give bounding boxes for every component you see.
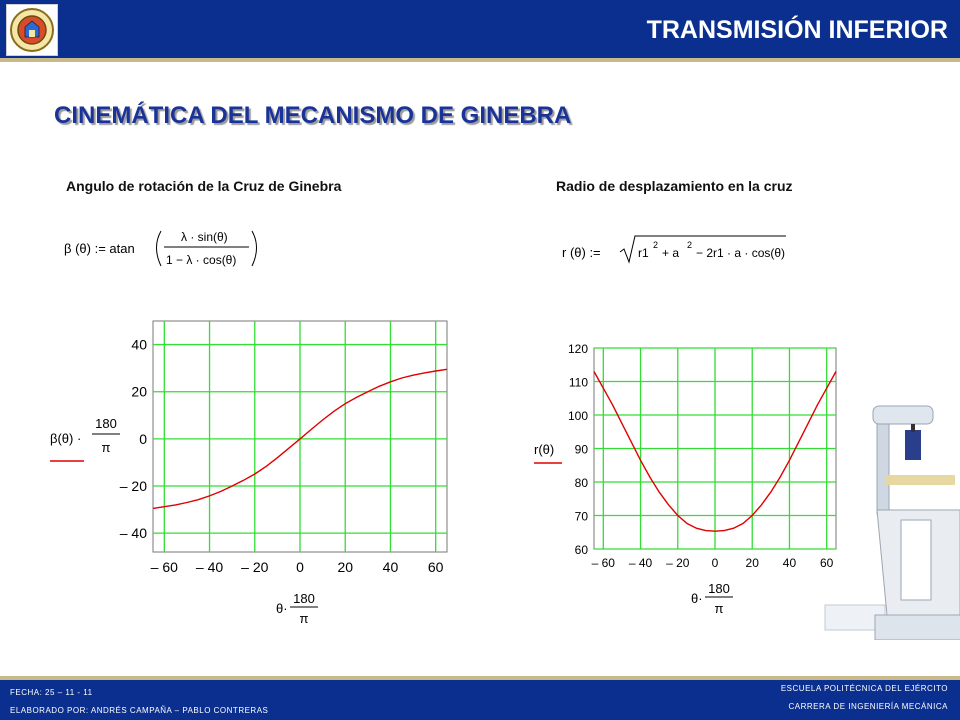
x-axis-numerator: 180 <box>293 591 315 606</box>
svg-text:r (θ) :=: r (θ) := <box>562 245 601 260</box>
x-axis-denominator: π <box>300 611 309 626</box>
y-tick-label: – 40 <box>120 525 147 541</box>
cad-drawing-partial <box>824 405 960 640</box>
svg-text:2: 2 <box>653 240 658 250</box>
y-tick-label: 90 <box>575 443 589 457</box>
footer-stripe <box>0 676 960 680</box>
footer-career: CARRERA DE INGENIERÍA MECÁNICA <box>788 702 948 711</box>
slide-title: CINEMÁTICA DEL MECANISMO DE GINEBRA <box>54 102 572 129</box>
footer-bar: FECHA: 25 – 11 - 11 ELABORADO POR: ANDRÉ… <box>0 676 960 720</box>
svg-text:r1: r1 <box>638 246 649 260</box>
radius-chart: – 60 – 40 – 20 0 20 40 60 60 70 80 90 100 110 120 θ· 18… <box>534 342 837 616</box>
y-tick-label: 40 <box>131 337 147 353</box>
y-tick-label: 80 <box>575 476 589 490</box>
x-tick-label: 60 <box>820 556 834 570</box>
x-tick-label: – 60 <box>151 559 178 575</box>
footer-school: ESCUELA POLITÉCNICA DEL EJÉRCITO <box>780 684 948 693</box>
svg-text:2: 2 <box>687 240 692 250</box>
y-axis-numerator: 180 <box>95 416 117 431</box>
svg-text:λ · sin(θ): λ · sin(θ) <box>181 230 228 244</box>
y-tick-label: 60 <box>575 543 589 557</box>
series-line <box>152 368 448 510</box>
header-stripe <box>0 58 960 62</box>
x-tick-label: – 60 <box>592 556 616 570</box>
x-tick-label: – 20 <box>666 556 690 570</box>
y-tick-label: 110 <box>569 376 588 390</box>
footer-date: FECHA: 25 – 11 - 11 <box>10 688 93 697</box>
y-tick-label: 120 <box>568 342 588 356</box>
left-subtitle: Angulo de rotación de la Cruz de Ginebra <box>66 178 342 194</box>
x-tick-label: 40 <box>783 556 797 570</box>
y-tick-label: 100 <box>568 409 588 423</box>
right-subtitle: Radio de desplazamiento en la cruz <box>556 178 793 194</box>
x-tick-label: – 20 <box>241 559 268 575</box>
y-tick-label: 0 <box>139 431 147 447</box>
svg-text:+ a: + a <box>662 246 679 260</box>
x-tick-label: 0 <box>712 556 719 570</box>
x-tick-label: – 40 <box>629 556 653 570</box>
y-tick-label: 20 <box>131 384 147 400</box>
svg-text:β (θ) := atan: β (θ) := atan <box>64 241 135 256</box>
x-tick-label: 20 <box>746 556 760 570</box>
x-axis-theta: θ· <box>691 591 703 606</box>
header-bar: TRANSMISIÓN INFERIOR <box>0 0 960 62</box>
beta-formula: β (θ) := atan λ · sin(θ) 1 − λ · cos(θ) <box>64 222 284 272</box>
y-axis-label: r(θ) <box>534 442 562 464</box>
x-tick-label: 20 <box>337 559 353 575</box>
y-axis-beta: β(θ) · <box>50 431 81 446</box>
y-axis-denominator: π <box>102 440 111 455</box>
x-axis-theta: θ· <box>276 601 288 616</box>
x-tick-label: 60 <box>428 559 444 575</box>
svg-text:1 − λ · cos(θ): 1 − λ · cos(θ) <box>166 253 236 267</box>
x-axis-label: θ· 180 π <box>691 581 733 616</box>
x-tick-label: – 40 <box>196 559 223 575</box>
y-tick-label: 70 <box>575 510 589 524</box>
footer-author: ELABORADO POR: ANDRÉS CAMPAÑA – PABLO CO… <box>10 706 269 715</box>
university-logo <box>6 4 58 56</box>
x-axis-denominator: π <box>715 601 724 616</box>
svg-text:− 2r1 · a · cos(θ): − 2r1 · a · cos(θ) <box>696 246 785 260</box>
x-tick-label: 0 <box>296 559 304 575</box>
header-title: TRANSMISIÓN INFERIOR <box>646 16 948 44</box>
y-axis-r: r(θ) <box>534 442 554 457</box>
y-tick-label: – 20 <box>120 478 147 494</box>
radius-formula: r (θ) := r1 2 + a 2 − 2r1 · a · cos(θ) <box>562 228 802 268</box>
y-axis-label: β(θ) · 180 π <box>50 416 120 462</box>
beta-chart: – 60– 40– 20 0 20 40 60– 40– 2002040θ·180πβ(… <box>50 320 448 626</box>
x-axis-label: θ· 180 π <box>276 591 318 626</box>
series-line <box>593 371 837 532</box>
x-tick-label: 40 <box>383 559 399 575</box>
x-axis-numerator: 180 <box>708 581 730 596</box>
